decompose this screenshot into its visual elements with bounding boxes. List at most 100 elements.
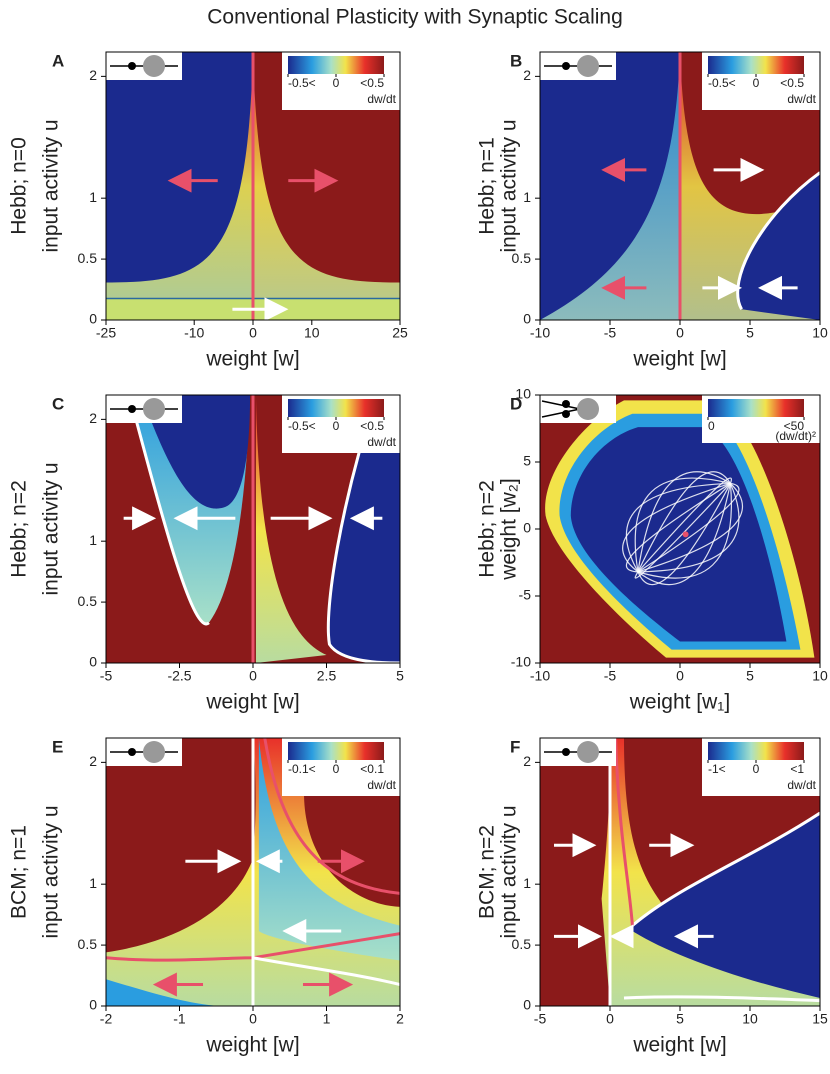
- y-tick-label: 0: [523, 520, 531, 536]
- y-axis-label: input activity u: [498, 119, 521, 252]
- heatmap-region: [570, 427, 787, 642]
- x-axis-label: weight [w]: [205, 691, 299, 714]
- heatmap-region: [106, 932, 400, 962]
- panel-label: C: [52, 394, 64, 413]
- x-axis-label: weight [w₁]: [629, 691, 730, 714]
- colorbar-tick-label: <50: [784, 419, 805, 433]
- y-tick-label: 0.5: [512, 936, 532, 952]
- panel: -0.5< 0 <0.5 dw/dt -25 -10 0 10 25 0 0.5 1 2 weight […: [8, 51, 408, 370]
- x-tick-label: -5: [100, 668, 113, 684]
- y-tick-label: 0.5: [78, 250, 98, 266]
- plot-area: -0.5< 0 <0.5 dw/dt: [540, 52, 820, 320]
- colorbar-label: (dw/dt)²: [775, 429, 816, 443]
- y-tick-label: 0: [523, 997, 531, 1013]
- colorbar-tick-label: -1<: [708, 762, 726, 776]
- colorbar: [288, 742, 384, 760]
- heatmap-region: [637, 482, 740, 573]
- panel: 0 <50(dw/dt)² -10 -5 0 5 10 -10 -5 0 5 10 weight [w₁…: [476, 386, 828, 714]
- heatmap-region: [631, 811, 820, 927]
- colorbar-tick-label: 0: [333, 762, 340, 776]
- heatmap-region: [263, 738, 400, 895]
- figure-title: Conventional Plasticity with Synaptic Sc…: [207, 6, 623, 29]
- y-axis-label: input activity u: [40, 119, 63, 252]
- x-tick-label: 0: [606, 1011, 614, 1027]
- icon-synapse: [128, 748, 136, 756]
- x-tick-label: 2: [396, 1011, 404, 1027]
- colorbar-tick-label: <0.5: [360, 419, 384, 433]
- heatmap-region: [128, 395, 210, 626]
- plot-area: -0.1< 0 <0.1 dw/dt: [106, 738, 400, 1006]
- panel: -0.5< 0 <0.5 dw/dt -5 -2.5 0 2.5 5 0 0.5 1 2 weight […: [8, 394, 405, 713]
- panel-label: A: [52, 51, 64, 70]
- heatmap-region: [141, 395, 251, 509]
- heatmap-region: [637, 483, 732, 579]
- y-tick-label: 0.5: [78, 593, 98, 609]
- icon-synapse: [562, 62, 570, 70]
- y-tick-label: 0: [89, 654, 97, 670]
- x-tick-label: -10: [184, 325, 204, 341]
- y-tick-label: 1: [89, 532, 97, 548]
- y-tick-label: 2: [523, 67, 531, 83]
- colorbar-tick-label: 0: [753, 76, 760, 90]
- x-tick-label: -10: [530, 325, 550, 341]
- icon-neuron: [143, 398, 165, 420]
- x-tick-label: 0: [676, 325, 684, 341]
- y-tick-label: 1: [523, 189, 531, 205]
- y-tick-label: 1: [89, 189, 97, 205]
- colorbar-label: dw/dt: [787, 778, 816, 792]
- colorbar-tick-label: <0.5: [360, 76, 384, 90]
- y-tick-label: 1: [523, 875, 531, 891]
- y-tick-label: -5: [519, 587, 532, 603]
- x-tick-label: 0: [676, 668, 684, 684]
- x-tick-label: 0: [249, 1011, 257, 1027]
- x-tick-label: -5: [534, 1011, 547, 1027]
- x-tick-label: 25: [392, 325, 408, 341]
- y-tick-label: 2: [89, 67, 97, 83]
- colorbar-tick-label: 0: [333, 76, 340, 90]
- colorbar-tick-label: -0.5<: [288, 419, 316, 433]
- y-tick-label: 0.5: [78, 936, 98, 952]
- x-tick-label: 1: [323, 1011, 331, 1027]
- x-axis-label: weight [w]: [205, 348, 299, 371]
- y-tick-label: 5: [523, 453, 531, 469]
- row-label: Hebb; n=1: [476, 137, 499, 235]
- heatmap-region: [634, 483, 731, 579]
- heatmap-region: [625, 482, 731, 573]
- icon-neuron: [143, 55, 165, 77]
- colorbar-label: dw/dt: [787, 92, 816, 106]
- colorbar-label: dw/dt: [367, 778, 396, 792]
- heatmap-region: [622, 482, 731, 573]
- colorbar-tick-label: -0.5<: [708, 76, 736, 90]
- heatmap-region: [326, 395, 400, 663]
- x-tick-label: 5: [676, 1011, 684, 1027]
- colorbar-tick-label: -0.1<: [288, 762, 316, 776]
- row-label: Hebb; n=0: [8, 137, 31, 235]
- plot-area: -0.5< 0 <0.5 dw/dt: [106, 52, 400, 320]
- heatmap-region: [637, 477, 732, 573]
- x-tick-label: 5: [746, 668, 754, 684]
- colorbar-tick-label: 0: [708, 419, 715, 433]
- heatmap-region: [637, 483, 740, 573]
- heatmap-region: [637, 471, 731, 572]
- y-axis-label: input activity u: [40, 805, 63, 938]
- x-axis-label: weight [w]: [632, 1034, 726, 1057]
- colorbar-label: dw/dt: [367, 92, 396, 106]
- x-tick-label: 0: [249, 325, 257, 341]
- y-tick-label: 0: [89, 311, 97, 327]
- x-tick-label: 10: [742, 1011, 758, 1027]
- panel-label: B: [510, 51, 522, 70]
- x-tick-label: -25: [96, 325, 116, 341]
- y-tick-label: 2: [89, 410, 97, 426]
- heatmap-region: [258, 738, 400, 961]
- colorbar-label: dw/dt: [367, 435, 396, 449]
- y-axis-label: input activity u: [40, 462, 63, 595]
- x-tick-label: -1: [173, 1011, 186, 1027]
- row-label: BCM; n=2: [476, 825, 499, 919]
- heatmap-region: [637, 471, 731, 573]
- y-tick-label: 2: [89, 753, 97, 769]
- x-tick-label: 0: [249, 668, 257, 684]
- plot-area: 0 <50(dw/dt)²: [540, 395, 820, 663]
- panel: -0.1< 0 <0.1 dw/dt -2 -1 0 1 2 0 0.5 1 2 weight [w] in…: [8, 737, 405, 1056]
